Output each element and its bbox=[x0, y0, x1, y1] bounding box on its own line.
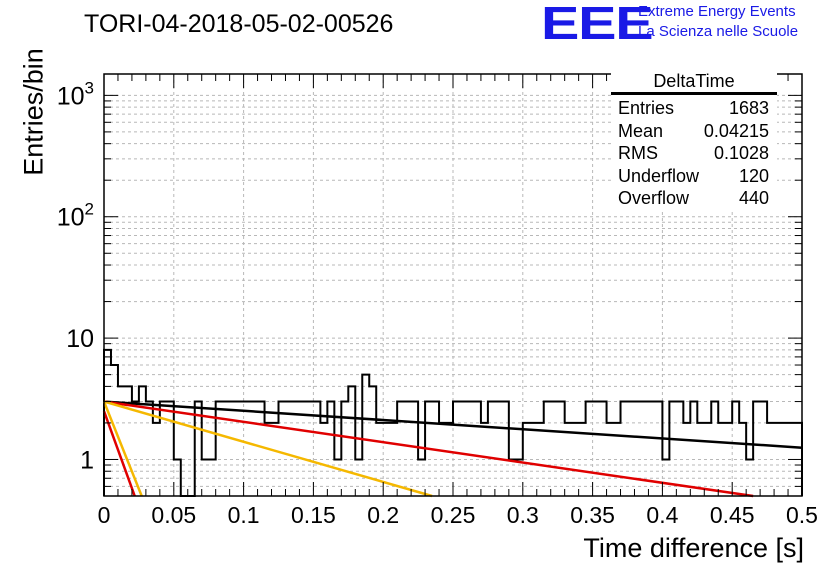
logo-line-1: Extreme Energy Events bbox=[638, 3, 796, 20]
x-tick-label: 0 bbox=[98, 502, 111, 528]
y-tick-labels: 1 10 102 103 bbox=[57, 78, 94, 474]
y-tick-label: 1 bbox=[80, 446, 94, 474]
histogram bbox=[103, 348, 803, 497]
x-tick-label: 0.5 bbox=[786, 502, 818, 528]
x-tick-label: 0.45 bbox=[710, 502, 755, 528]
stats-label: Mean bbox=[618, 120, 664, 141]
y-tick-label: 102 bbox=[57, 200, 94, 232]
stats-row: Underflow 120 bbox=[611, 165, 777, 188]
fit-line bbox=[103, 400, 803, 449]
fit-line bbox=[102, 401, 143, 497]
y-axis-label: Entries/bin bbox=[18, 48, 49, 176]
stats-label: Entries bbox=[618, 98, 675, 118]
x-tick-label: 0.05 bbox=[151, 502, 196, 528]
stats-value: 440 bbox=[738, 188, 769, 208]
x-tick-label: 0.25 bbox=[431, 502, 476, 528]
y-tick-label: 103 bbox=[57, 78, 94, 110]
fit-line bbox=[103, 400, 754, 498]
fit-curves bbox=[102, 400, 803, 498]
fit-line bbox=[103, 400, 433, 498]
x-tick-labels: 0 0.05 0.1 0.15 0.2 0.25 0.3 0.35 0.4 0.45 0.5 bbox=[98, 502, 818, 528]
y-tick-label: 10 bbox=[66, 325, 94, 353]
stats-row: RMS 0.1028 bbox=[611, 142, 777, 165]
x-axis-label: Time difference [s] bbox=[583, 533, 804, 563]
x-tick-label: 0.3 bbox=[507, 502, 539, 528]
logo-mark: EEE bbox=[541, 0, 654, 49]
x-tick-label: 0.35 bbox=[570, 502, 615, 528]
fit-line bbox=[102, 410, 136, 497]
stats-label: Underflow bbox=[618, 165, 700, 186]
x-tick-label: 0.15 bbox=[291, 502, 336, 528]
stats-title: DeltaTime bbox=[611, 71, 777, 95]
stats-row: Mean 0.04215 bbox=[611, 120, 777, 143]
stats-value: 1683 bbox=[728, 98, 769, 118]
stats-value: 0.1028 bbox=[713, 143, 769, 163]
stats-row: Overflow 440 bbox=[611, 187, 777, 210]
plot-title: TORI-04-2018-05-02-00526 bbox=[84, 10, 394, 38]
stats-label: Overflow bbox=[618, 188, 690, 208]
stats-value: 120 bbox=[738, 165, 769, 186]
stats-box: DeltaTime Entries 1683 Mean 0.04215 RMS 0.1… bbox=[611, 71, 777, 210]
stats-value: 0.04215 bbox=[703, 120, 769, 141]
grid bbox=[104, 74, 802, 497]
x-tick-label: 0.1 bbox=[228, 502, 260, 528]
x-tick-label: 0.2 bbox=[367, 502, 399, 528]
stats-row: Entries 1683 bbox=[611, 97, 777, 120]
histogram-steps bbox=[103, 348, 803, 497]
x-tick-label: 0.4 bbox=[646, 502, 678, 528]
stats-label: RMS bbox=[618, 143, 658, 163]
logo-line-2: La Scienza nelle Scuole bbox=[638, 23, 799, 40]
eee-logo: EEE Extreme Energy Events La Scienza nel… bbox=[541, 0, 836, 49]
